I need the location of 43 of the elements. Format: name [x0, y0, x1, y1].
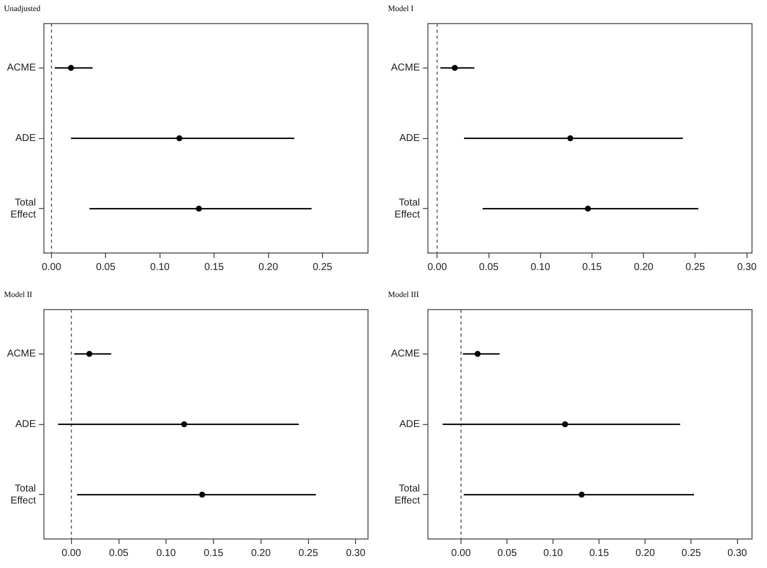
x-tick-label: 0.05	[479, 262, 499, 273]
x-tick-label: 0.20	[251, 548, 272, 559]
chart-title: Model II	[4, 290, 33, 299]
x-tick-label: 0.00	[42, 262, 62, 273]
chart-title: Unadjusted	[4, 4, 40, 13]
y-tick-label: ACME	[390, 348, 420, 360]
x-tick-label: 0.30	[737, 262, 758, 273]
y-tick-label: ACME	[6, 348, 36, 360]
chart-title: Model I	[388, 4, 414, 13]
x-tick-label: 0.15	[582, 262, 602, 273]
x-tick-label: 0.05	[497, 548, 518, 559]
x-tick-label: 0.30	[728, 548, 748, 559]
x-tick-label: 0.25	[681, 548, 702, 559]
x-tick-label: 0.10	[530, 262, 551, 273]
x-tick-label: 0.10	[150, 262, 170, 273]
y-tick-label: Total Effect	[394, 483, 420, 506]
x-tick-label: 0.00	[451, 548, 472, 559]
x-tick-label: 0.15	[589, 548, 610, 559]
chart-title: Model III	[388, 290, 420, 299]
y-tick-label: ADE	[399, 133, 420, 144]
x-tick-label: 0.10	[543, 548, 564, 559]
y-tick-label: ACME	[6, 62, 36, 74]
x-tick-label: 0.10	[156, 548, 176, 559]
x-tick-label: 0.30	[346, 548, 366, 559]
y-tick-label: Total Effect	[10, 483, 36, 506]
x-tick-label: 0.00	[427, 262, 448, 273]
y-tick-label: Total Effect	[394, 197, 420, 220]
x-tick-label: 0.05	[96, 262, 116, 273]
x-tick-label: 0.20	[258, 262, 278, 273]
x-tick-label: 0.25	[312, 262, 333, 273]
x-tick-label: 0.25	[685, 262, 706, 273]
y-tick-label: ADE	[15, 133, 36, 144]
x-tick-label: 0.20	[635, 548, 656, 559]
y-tick-label: Total Effect	[10, 197, 36, 220]
y-tick-label: ACME	[390, 62, 420, 74]
x-tick-label: 0.15	[204, 262, 224, 273]
x-tick-label: 0.20	[634, 262, 654, 273]
x-tick-label: 0.25	[298, 548, 318, 559]
y-tick-label: ADE	[399, 419, 420, 430]
y-tick-label: ADE	[15, 419, 36, 430]
x-tick-label: 0.15	[204, 548, 224, 559]
x-tick-label: 0.05	[109, 548, 129, 559]
x-tick-label: 0.00	[62, 548, 82, 559]
